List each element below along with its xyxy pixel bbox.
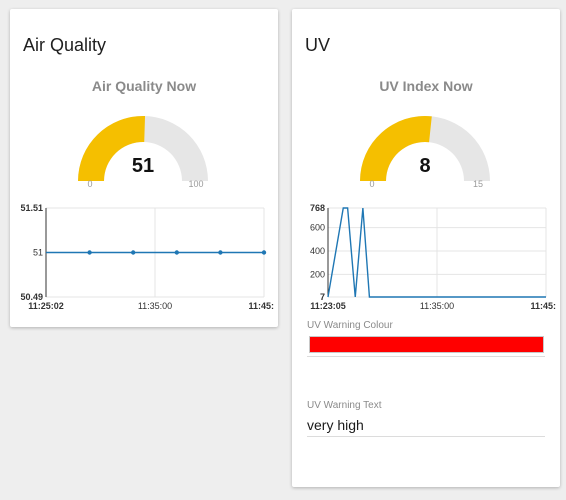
gauge-fill: [78, 116, 146, 181]
air-quality-gauge-title: Air Quality Now: [91, 78, 197, 94]
gauge-fill: [360, 116, 432, 181]
uv-card-title: UV: [305, 35, 331, 55]
gauge-value: 51: [132, 155, 154, 177]
gauge-max-label: 100: [188, 179, 203, 189]
chart-x-tick-label: 11:45:: [530, 301, 556, 311]
chart-x-tick-label: 11:25:02: [28, 301, 64, 311]
uv-gauge: 8 0 15: [360, 116, 490, 189]
chart-data-point: [174, 250, 179, 255]
uv-warning-text-divider: [307, 436, 545, 437]
chart-x-tick-label: 11:35:00: [138, 301, 172, 311]
air-quality-card: Air Quality Air Quality Now 51 0 100 51.…: [10, 9, 278, 327]
chart-x-tick-label: 11:35:00: [420, 301, 454, 311]
chart-data-point: [218, 250, 223, 255]
chart-x-tick-label: 11:45:: [248, 301, 274, 311]
gauge-min-label: 0: [87, 179, 92, 189]
air-quality-gauge: 51 0 100: [78, 116, 208, 189]
chart-data-point: [261, 250, 267, 255]
chart-y-tick-label: 400: [310, 246, 325, 256]
chart-data-point: [87, 250, 92, 255]
gauge-min-label: 0: [369, 179, 374, 189]
chart-y-tick-label: 7: [320, 292, 325, 302]
air-quality-card-title: Air Quality: [23, 35, 107, 55]
gauge-max-label: 15: [473, 179, 483, 189]
chart-y-tick-label: 50.49: [20, 292, 43, 302]
gauge-value: 8: [419, 155, 430, 177]
uv-warning-colour-label: UV Warning Colour: [307, 320, 393, 331]
uv-card: UV UV Index Now 8 0 15 768 600 400 200 7 11:2…: [292, 9, 560, 487]
chart-y-tick-label: 51.51: [20, 203, 43, 213]
uv-warning-text-label: UV Warning Text: [307, 400, 382, 411]
chart-y-tick-label: 200: [310, 269, 325, 279]
uv-warning-colour-swatch: [309, 336, 544, 353]
uv-warning-colour-divider: [307, 356, 545, 357]
chart-y-tick-label: 51: [33, 248, 43, 258]
chart-y-tick-label: 768: [310, 203, 325, 213]
uv-warning-text-value: very high: [307, 417, 364, 433]
chart-y-tick-label: 600: [310, 223, 325, 233]
chart-series-line: [327, 207, 546, 298]
chart-x-tick-label: 11:23:05: [310, 301, 346, 311]
uv-gauge-title: UV Index Now: [379, 78, 473, 94]
chart-data-point: [131, 250, 136, 255]
uv-chart: 768 600 400 200 711:23:05 11:35:00 11:45:: [310, 203, 556, 311]
